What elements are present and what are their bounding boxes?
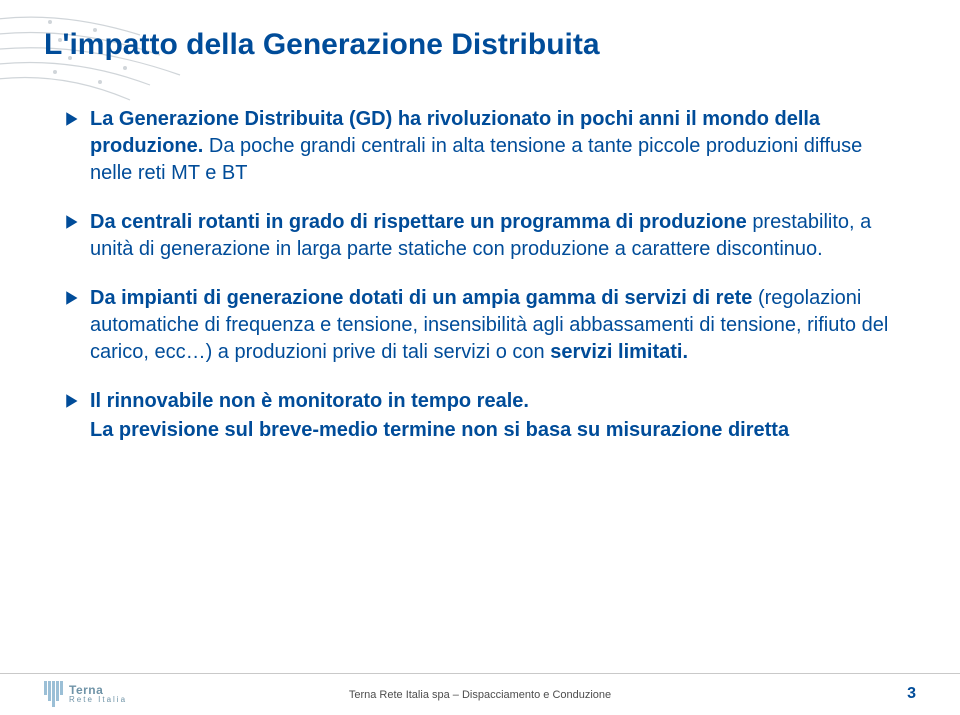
logo-sub: Rete Italia	[69, 696, 127, 704]
bullet-2: Da centrali rotanti in grado di rispetta…	[64, 209, 900, 263]
bullet-lead: La previsione sul breve-medio termine no…	[90, 419, 789, 441]
footer-center-text: Terna Rete Italia spa – Dispacciamento e…	[349, 689, 611, 701]
footer-divider	[0, 673, 960, 674]
bullet-1: La Generazione Distribuita (GD) ha rivol…	[64, 106, 900, 187]
bullet-4-sub: La previsione sul breve-medio termine no…	[90, 417, 900, 444]
page-number: 3	[907, 685, 916, 703]
logo: Terna Rete Italia	[44, 681, 127, 707]
bullet-lead: Da centrali rotanti in grado di rispetta…	[90, 211, 747, 233]
chevron-right-icon	[64, 110, 82, 128]
bullet-rest: Da poche grandi centrali in alta tension…	[90, 135, 862, 184]
slide: L'impatto della Generazione Distribuita …	[0, 0, 960, 715]
chevron-right-icon	[64, 392, 82, 410]
bullet-text: Da centrali rotanti in grado di rispetta…	[90, 209, 900, 263]
bullet-text: La Generazione Distribuita (GD) ha rivol…	[90, 106, 900, 187]
chevron-right-icon	[64, 289, 82, 307]
page-title: L'impatto della Generazione Distribuita	[44, 28, 600, 62]
chevron-right-icon	[64, 213, 82, 231]
bullet-tail-bold: servizi limitati.	[550, 341, 688, 363]
footer: Terna Rete Italia Terna Rete Italia spa …	[0, 673, 960, 715]
bullet-text: Il rinnovabile non è monitorato in tempo…	[90, 388, 529, 415]
logo-bars-icon	[44, 681, 63, 707]
bullet-text: Da impianti di generazione dotati di un …	[90, 285, 900, 366]
bullet-3: Da impianti di generazione dotati di un …	[64, 285, 900, 366]
content-area: La Generazione Distribuita (GD) ha rivol…	[64, 106, 900, 466]
logo-text: Terna Rete Italia	[69, 684, 127, 704]
bullet-lead: Il rinnovabile non è monitorato in tempo…	[90, 390, 529, 412]
bullet-4: Il rinnovabile non è monitorato in tempo…	[64, 388, 900, 415]
bullet-lead: Da impianti di generazione dotati di un …	[90, 287, 752, 309]
bullet-text: La previsione sul breve-medio termine no…	[90, 417, 789, 444]
